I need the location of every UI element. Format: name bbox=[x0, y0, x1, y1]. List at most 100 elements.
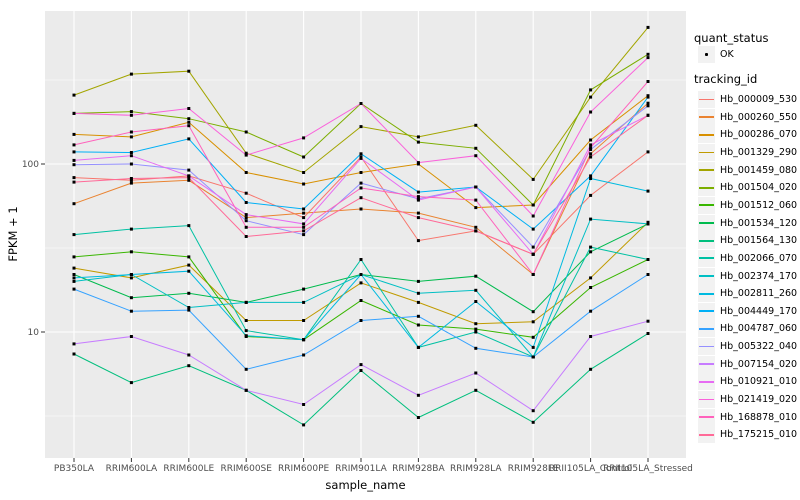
data-point bbox=[302, 155, 306, 159]
data-point bbox=[646, 273, 650, 276]
data-point bbox=[416, 300, 420, 304]
data-point bbox=[72, 132, 76, 136]
data-point bbox=[187, 69, 191, 73]
data-point bbox=[187, 124, 191, 128]
legend-key-box bbox=[698, 143, 715, 161]
series-points-Hb_175215_010 bbox=[72, 113, 650, 256]
legend-item-label: Hb_001329_290 bbox=[720, 146, 798, 158]
legend-key-box bbox=[698, 179, 715, 197]
data-point bbox=[244, 130, 248, 134]
x-tick-label: RRIM901LA bbox=[335, 464, 387, 474]
legend-tracking-id-title: tracking_id bbox=[694, 72, 758, 86]
data-point bbox=[187, 174, 191, 178]
data-point bbox=[72, 93, 76, 97]
data-point bbox=[416, 416, 420, 419]
data-point bbox=[302, 423, 306, 427]
data-point bbox=[129, 250, 133, 254]
data-point bbox=[359, 258, 363, 261]
series-color-swatch-icon bbox=[699, 133, 714, 136]
data-point bbox=[302, 287, 306, 291]
data-point bbox=[129, 110, 133, 114]
legend-item-label: Hb_004449_170 bbox=[720, 305, 798, 317]
series-color-swatch-icon bbox=[699, 186, 714, 189]
series-color-swatch-icon bbox=[699, 169, 714, 171]
data-point bbox=[474, 346, 478, 350]
legend-item: Hb_001564_130 bbox=[698, 232, 797, 250]
data-point bbox=[302, 207, 306, 211]
data-point bbox=[474, 225, 478, 229]
data-point bbox=[129, 113, 133, 117]
data-point bbox=[416, 195, 420, 199]
legend-item-label: Hb_000009_530 bbox=[720, 94, 798, 105]
data-point bbox=[531, 345, 535, 349]
data-point bbox=[416, 291, 420, 295]
data-point bbox=[589, 152, 593, 156]
data-point bbox=[72, 143, 76, 147]
legend-key-box bbox=[698, 355, 715, 373]
data-point bbox=[589, 143, 593, 147]
series-color-swatch-icon bbox=[699, 116, 714, 119]
data-point bbox=[531, 320, 535, 324]
data-point bbox=[187, 224, 191, 228]
data-point bbox=[416, 314, 420, 318]
data-point bbox=[474, 146, 478, 150]
data-point bbox=[589, 309, 593, 313]
legend-item: Hb_002811_260 bbox=[698, 285, 797, 303]
data-point bbox=[72, 273, 76, 276]
data-point bbox=[129, 154, 133, 158]
legend-key-box bbox=[698, 320, 715, 338]
series-color-swatch-icon bbox=[699, 380, 714, 383]
legend-item: Hb_010921_010 bbox=[698, 373, 797, 391]
data-point bbox=[646, 332, 650, 335]
legend-key-box bbox=[698, 214, 715, 232]
data-point bbox=[531, 310, 535, 314]
data-point bbox=[302, 229, 306, 233]
data-point bbox=[646, 25, 650, 29]
legend-item: Hb_001329_290 bbox=[698, 143, 798, 161]
data-point bbox=[187, 137, 191, 141]
data-point bbox=[359, 171, 363, 174]
legend-key-box bbox=[698, 232, 715, 250]
legend-item: Hb_007154_020 bbox=[698, 355, 797, 373]
series-color-swatch-icon bbox=[699, 257, 714, 260]
legend-item: Hb_001504_020 bbox=[698, 179, 797, 197]
data-point bbox=[531, 227, 535, 231]
legend-key-box bbox=[698, 408, 715, 426]
data-point bbox=[646, 52, 650, 56]
data-point bbox=[474, 288, 478, 292]
data-point bbox=[129, 177, 133, 180]
x-tick-label: RRIM600LE bbox=[163, 464, 214, 474]
data-point bbox=[72, 150, 76, 154]
data-point bbox=[187, 291, 191, 295]
data-point bbox=[646, 104, 650, 108]
data-point bbox=[359, 207, 363, 211]
data-point bbox=[244, 171, 248, 174]
data-point bbox=[302, 222, 306, 226]
x-tick-label: RRII105LA_Control bbox=[549, 464, 632, 474]
data-point bbox=[416, 279, 420, 283]
series-color-swatch-icon bbox=[699, 363, 714, 366]
legend-key-box bbox=[698, 108, 715, 126]
series-color-swatch-icon bbox=[699, 239, 714, 242]
data-point bbox=[302, 216, 306, 220]
data-point bbox=[474, 185, 478, 189]
data-point bbox=[589, 95, 593, 99]
data-point bbox=[244, 191, 248, 195]
data-point bbox=[359, 152, 363, 156]
y-axis-title: FPKM + 1 bbox=[6, 206, 20, 262]
data-point bbox=[646, 101, 650, 105]
series-color-swatch-icon bbox=[699, 310, 714, 313]
legend-item-label: Hb_021419_020 bbox=[720, 394, 798, 406]
series-color-swatch-icon bbox=[699, 222, 714, 224]
legend-item: Hb_005322_040 bbox=[698, 338, 797, 356]
data-point bbox=[359, 363, 363, 367]
data-point bbox=[589, 174, 593, 178]
data-point bbox=[416, 198, 420, 202]
data-point bbox=[474, 322, 478, 326]
data-point bbox=[302, 300, 306, 304]
series-color-swatch-icon bbox=[699, 398, 714, 401]
series-points-Hb_002811_260 bbox=[72, 177, 650, 349]
data-point bbox=[129, 381, 133, 385]
data-point bbox=[474, 327, 478, 331]
